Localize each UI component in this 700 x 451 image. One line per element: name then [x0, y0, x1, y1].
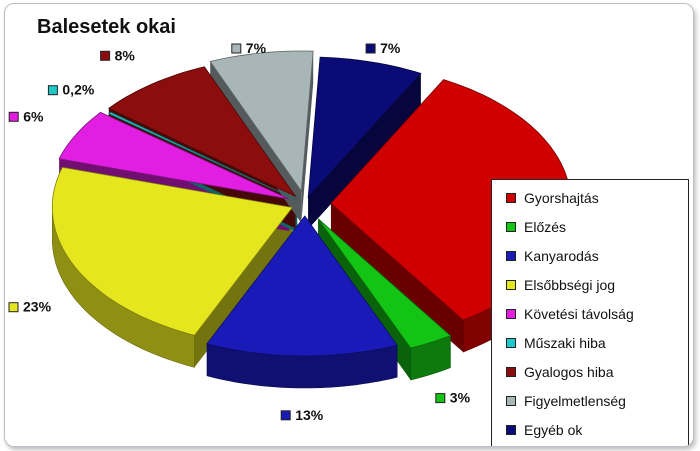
legend-label: Egyéb ok: [524, 422, 583, 438]
legend-label: Figyelmetlenség: [524, 393, 626, 409]
legend-swatch: [506, 309, 516, 319]
data-label: 13%: [280, 407, 324, 423]
legend-swatch: [506, 222, 516, 232]
data-label-swatch: [8, 302, 19, 313]
legend-swatch: [506, 251, 516, 261]
data-label-swatch: [8, 111, 19, 122]
data-label-text: 8%: [115, 47, 136, 63]
data-label: 8%: [100, 47, 136, 63]
pie-slice-2: [206, 215, 398, 357]
pie-slice-5: [107, 111, 298, 201]
legend-item: Előzés: [492, 215, 566, 239]
chart-frame: Balesetek okai 33%3%13%23%6%0,2%8%7%7% G…: [4, 3, 694, 447]
legend-label: Műszaki hiba: [524, 335, 606, 351]
legend-label: Elsőbbségi jog: [524, 277, 616, 293]
legend-item: Követési távolság: [492, 302, 634, 326]
data-label: 6%: [8, 108, 44, 124]
pie-slice-wall: [330, 203, 464, 353]
legend-swatch: [506, 280, 516, 290]
pie-slice-3: [51, 166, 294, 336]
data-label-text: 0,2%: [62, 82, 94, 98]
pie-slice-7: [209, 50, 314, 193]
pie-slice-wall: [308, 73, 421, 230]
data-label-text: 6%: [23, 108, 44, 124]
data-label-swatch: [280, 410, 291, 421]
legend-swatch: [506, 193, 516, 203]
legend-item: Gyalogos hiba: [492, 360, 614, 384]
data-label-swatch: [365, 43, 376, 54]
legend-swatch: [506, 338, 516, 348]
legend-label: Kanyarodás: [524, 248, 599, 264]
data-label: 7%: [231, 40, 267, 56]
legend-swatch: [506, 367, 516, 377]
data-label-swatch: [100, 50, 111, 61]
legend-label: Gyalogos hiba: [524, 364, 614, 380]
data-label-text: 7%: [246, 40, 267, 56]
pie-slice-8: [307, 56, 422, 199]
pie-slice-6: [108, 66, 297, 198]
data-label-text: 3%: [450, 390, 471, 406]
legend-label: Követési távolság: [524, 306, 634, 322]
chart-title: Balesetek okai: [37, 16, 176, 38]
legend: Gyorshajtás Előzés Kanyarodás Elsőbbségi jo…: [491, 179, 689, 446]
data-label: 23%: [8, 299, 52, 315]
data-label-text: 23%: [23, 299, 52, 315]
data-label-text: 7%: [380, 40, 401, 56]
legend-swatch: [506, 425, 516, 435]
legend-item: Gyorshajtás: [492, 186, 599, 210]
pie-slice-1: [317, 218, 452, 349]
data-label: 7%: [365, 40, 401, 56]
data-label-swatch: [47, 85, 58, 96]
legend-item: Elsőbbségi jog: [492, 273, 615, 297]
pie-slice-wall: [301, 51, 314, 223]
legend-item: Kanyarodás: [492, 244, 599, 268]
legend-swatch: [506, 396, 516, 406]
data-label: 3%: [435, 390, 471, 406]
legend-item: Egyéb ok: [492, 418, 582, 442]
legend-item: Műszaki hiba: [492, 331, 606, 355]
legend-label: Gyorshajtás: [524, 190, 599, 206]
data-label-swatch: [231, 43, 242, 54]
data-label: 0,2%: [47, 82, 95, 98]
data-label-swatch: [435, 393, 446, 404]
pie-slice-wall: [194, 207, 293, 368]
legend-label: Előzés: [524, 219, 567, 235]
data-label-text: 13%: [295, 407, 324, 423]
legend-item: Figyelmetlenség: [492, 389, 626, 413]
pie-slice-4: [58, 111, 290, 200]
